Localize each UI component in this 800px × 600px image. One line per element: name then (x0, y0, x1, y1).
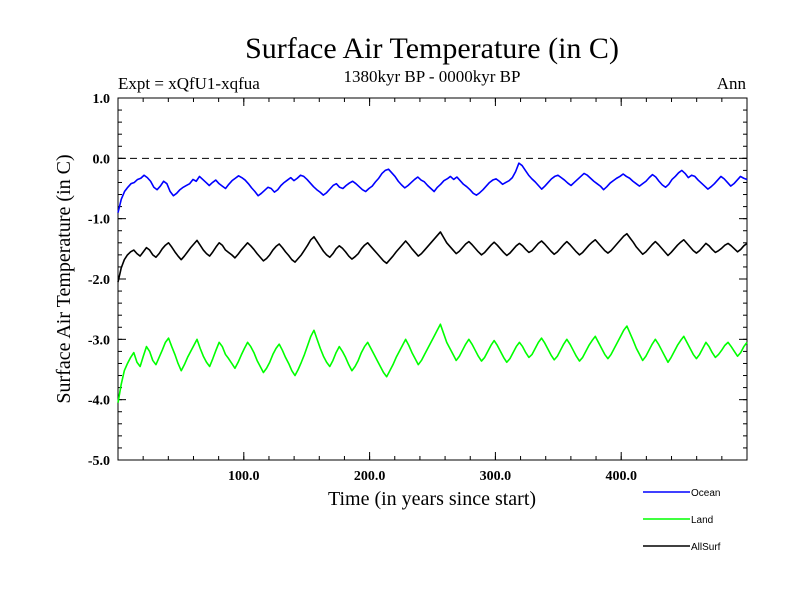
y-axis: 1.0 0.0 -1.0 -2.0 -3.0 -4.0 -5.0 (88, 92, 747, 469)
season-label: Ann (717, 74, 747, 93)
chart-subtitle: 1380kyr BP - 0000kyr BP (344, 67, 521, 86)
x-axis-label: Time (in years since start) (328, 488, 536, 510)
legend-label-allsurf: AllSurf (691, 542, 721, 553)
x-tick-label: 400.0 (605, 469, 637, 484)
series-line-ocean (117, 162, 748, 213)
plot-frame (117, 97, 748, 461)
series-line-allsurf (117, 231, 748, 283)
x-tick-label: 200.0 (354, 469, 386, 484)
x-tick-label: 300.0 (480, 469, 512, 484)
y-tick-label: -4.0 (88, 394, 110, 409)
y-tick-label: 0.0 (93, 152, 111, 167)
experiment-label: Expt = xQfU1-xqfua (118, 74, 260, 93)
series-line-land (117, 323, 748, 403)
chart-title: Surface Air Temperature (in C) (245, 32, 619, 65)
y-axis-label: Surface Air Temperature (in C) (53, 154, 75, 403)
y-tick-label: -2.0 (88, 273, 110, 288)
x-axis: 100.0 200.0 300.0 400.0 (142, 98, 723, 484)
y-tick-label: -1.0 (88, 213, 110, 228)
legend-label-land: Land (691, 515, 713, 526)
y-tick-label: -3.0 (88, 333, 110, 348)
y-tick-label: -5.0 (88, 454, 110, 469)
series-layer (117, 162, 748, 403)
x-tick-label: 100.0 (228, 469, 260, 484)
y-tick-label: 1.0 (93, 92, 111, 107)
legend: Ocean Land AllSurf (643, 488, 721, 553)
legend-label-ocean: Ocean (691, 488, 720, 499)
